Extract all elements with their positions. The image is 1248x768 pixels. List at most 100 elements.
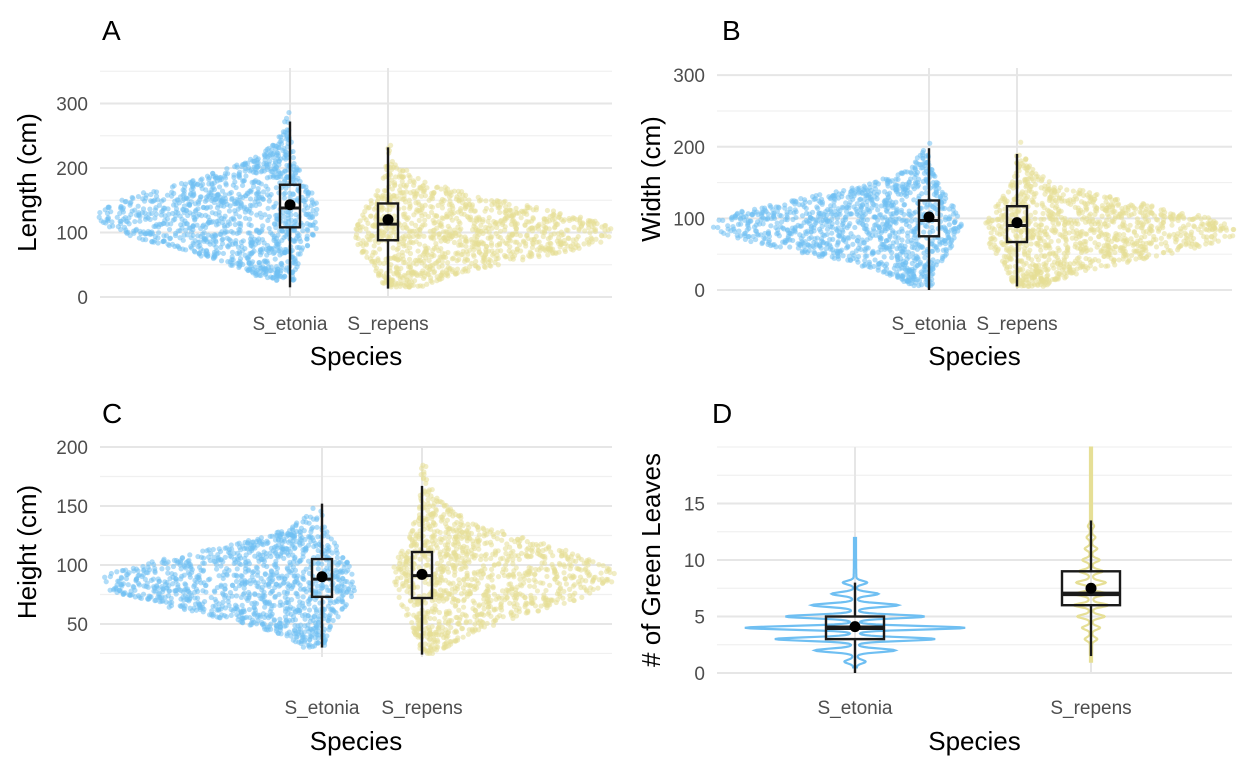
data-point (444, 214, 450, 220)
data-point (404, 225, 410, 232)
data-point (1169, 250, 1175, 256)
data-point (1118, 213, 1125, 219)
data-point (497, 228, 504, 234)
data-point (1113, 244, 1119, 250)
data-point (566, 235, 572, 242)
data-point (909, 244, 915, 250)
data-point (170, 210, 176, 217)
data-point (237, 194, 244, 200)
data-point (439, 215, 445, 221)
data-point (400, 168, 406, 174)
data-point (1129, 252, 1135, 259)
data-point (416, 234, 422, 240)
data-point (122, 215, 128, 221)
data-point (1111, 257, 1117, 263)
data-point (1183, 242, 1189, 248)
data-point (884, 208, 890, 215)
data-point (539, 229, 545, 235)
data-point (278, 134, 284, 140)
data-point (874, 196, 880, 202)
data-point (1115, 201, 1122, 207)
data-point (487, 262, 493, 268)
data-point (813, 193, 819, 199)
data-point (413, 190, 419, 197)
data-point (1178, 232, 1184, 239)
data-point (1194, 242, 1200, 248)
data-point (1036, 279, 1042, 285)
data-point (196, 250, 202, 256)
data-point (372, 258, 378, 264)
data-point (415, 248, 421, 254)
data-point (1127, 222, 1133, 228)
data-point (298, 238, 304, 245)
data-point (368, 213, 374, 219)
data-point (516, 210, 522, 216)
data-point (916, 176, 922, 182)
data-point (294, 165, 300, 171)
data-point (247, 196, 254, 202)
data-point (401, 205, 407, 211)
data-point (889, 271, 895, 277)
data-point (365, 230, 372, 236)
data-point (808, 229, 814, 235)
data-point (161, 205, 167, 211)
data-point (933, 189, 939, 195)
data-point (1038, 247, 1044, 253)
data-point (1147, 209, 1154, 216)
mean-point (284, 199, 296, 211)
data-point (1222, 233, 1228, 239)
data-point (1048, 190, 1055, 196)
data-point (463, 236, 469, 242)
data-point (294, 244, 300, 251)
data-point (264, 162, 270, 168)
data-point (1128, 202, 1134, 208)
data-point (811, 244, 817, 251)
data-point (392, 174, 399, 180)
data-point (943, 214, 949, 220)
data-point (153, 211, 159, 217)
data-point (1038, 235, 1044, 241)
data-point (202, 212, 209, 218)
data-point (884, 217, 890, 223)
data-point (223, 182, 229, 188)
data-point (258, 228, 264, 234)
data-point (1086, 194, 1092, 200)
data-point (1185, 222, 1192, 228)
data-point (300, 594, 306, 600)
data-point (847, 221, 853, 227)
data-point (147, 206, 153, 212)
data-point (734, 232, 740, 239)
data-point (230, 215, 236, 221)
data-point (312, 219, 318, 225)
data-point (816, 253, 822, 260)
data-point (872, 222, 878, 228)
data-point (907, 212, 913, 218)
data-point (571, 224, 577, 230)
data-point (384, 207, 390, 213)
data-point (480, 241, 486, 247)
data-point (438, 245, 444, 252)
data-point (441, 197, 447, 204)
data-point (1020, 277, 1026, 283)
data-point (511, 219, 518, 225)
data-point (895, 191, 901, 197)
data-point (255, 185, 261, 192)
data-point (514, 239, 520, 245)
data-point (908, 169, 914, 175)
data-point (1067, 217, 1074, 223)
data-point (240, 238, 246, 244)
data-point (989, 225, 995, 231)
data-point (1101, 253, 1107, 259)
data-point (1139, 224, 1145, 231)
data-point (366, 236, 372, 242)
data-point (1061, 270, 1068, 277)
data-point (829, 224, 835, 230)
data-point (887, 224, 893, 231)
data-point (1153, 237, 1159, 243)
data-point (1021, 249, 1028, 255)
data-point (401, 243, 407, 249)
data-point (189, 245, 195, 251)
data-point (562, 247, 568, 253)
data-point (105, 214, 111, 221)
data-point (1094, 219, 1101, 225)
